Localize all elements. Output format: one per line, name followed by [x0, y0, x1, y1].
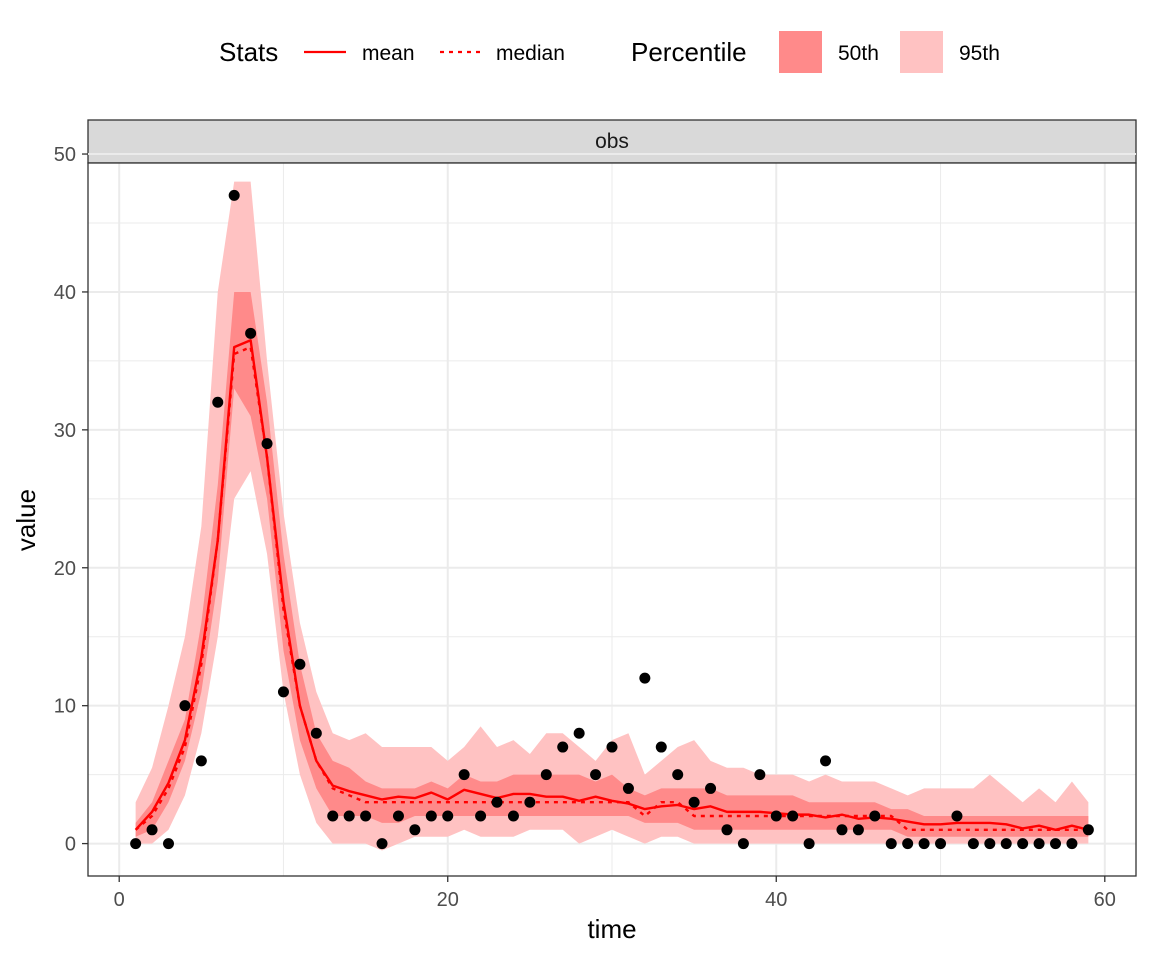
- observed-point: [360, 810, 372, 822]
- legend-label-50th: 50th: [838, 42, 879, 65]
- observed-point: [294, 658, 306, 670]
- facet-strip-label: obs: [595, 130, 629, 153]
- observed-point: [228, 189, 240, 201]
- observed-points: [130, 189, 1094, 850]
- y-tick-label: 10: [54, 696, 76, 718]
- observed-point: [754, 769, 766, 781]
- legend-label-95th: 95th: [959, 42, 1000, 65]
- x-tick-label: 20: [437, 889, 459, 911]
- observed-point: [902, 838, 914, 850]
- band-50th: [135, 291, 1089, 837]
- observed-point: [245, 327, 257, 339]
- observed-point: [918, 838, 930, 850]
- legend-key-95th: [900, 31, 943, 73]
- legend-title-stats: Stats: [219, 37, 278, 67]
- observed-point: [524, 796, 536, 808]
- observed-point: [442, 810, 454, 822]
- observed-point: [179, 700, 191, 712]
- x-tick-label: 0: [114, 889, 125, 911]
- legend-title-percentile: Percentile: [631, 37, 747, 67]
- observed-point: [590, 769, 602, 781]
- observed-point: [688, 796, 700, 808]
- observed-point: [491, 796, 503, 808]
- y-tick-label: 50: [54, 144, 76, 166]
- observed-point: [1017, 838, 1029, 850]
- observed-point: [343, 810, 355, 822]
- observed-point: [770, 810, 782, 822]
- observed-point: [967, 838, 979, 850]
- observed-point: [310, 727, 322, 739]
- observed-point: [195, 755, 207, 767]
- y-axis-title: value: [11, 489, 41, 551]
- band-95th: [135, 181, 1089, 851]
- x-tick-label: 60: [1094, 889, 1116, 911]
- observed-point: [787, 810, 799, 822]
- plot-border: [87, 162, 1137, 877]
- observed-point: [392, 810, 404, 822]
- observed-point: [409, 824, 421, 836]
- legend-key-50th: [779, 31, 822, 73]
- observed-point: [212, 396, 224, 408]
- observed-point: [458, 769, 470, 781]
- observed-point: [540, 769, 552, 781]
- x-tick-label: 40: [765, 889, 787, 911]
- observed-point: [852, 824, 864, 836]
- observed-point: [261, 438, 273, 450]
- observed-point: [639, 672, 651, 684]
- legend-label-median: median: [496, 42, 565, 65]
- x-axis: 0 20 40 60: [114, 876, 1116, 911]
- y-tick-label: 30: [54, 420, 76, 442]
- observed-point: [935, 838, 947, 850]
- observed-point: [721, 824, 733, 836]
- observed-point: [162, 838, 174, 850]
- observed-point: [557, 741, 569, 753]
- observed-point: [376, 838, 388, 850]
- observed-point: [1000, 838, 1012, 850]
- observed-point: [1066, 838, 1078, 850]
- observed-point: [130, 838, 142, 850]
- legend: Stats mean median Percentile 50th 95th: [219, 31, 1000, 73]
- observed-point: [507, 810, 519, 822]
- observed-point: [475, 810, 487, 822]
- observed-point: [327, 810, 339, 822]
- observed-point: [869, 810, 881, 822]
- observed-point: [885, 838, 897, 850]
- percentile-bands: [135, 181, 1089, 851]
- observed-point: [737, 838, 749, 850]
- observed-point: [672, 769, 684, 781]
- observed-point: [146, 824, 158, 836]
- observed-point: [1033, 838, 1045, 850]
- y-axis: 0 10 20 30 40 50: [54, 144, 88, 856]
- y-tick-label: 40: [54, 282, 76, 304]
- observed-point: [836, 824, 848, 836]
- observed-point: [1082, 824, 1094, 836]
- observed-point: [277, 686, 289, 698]
- observed-point: [425, 810, 437, 822]
- observed-point: [1050, 838, 1062, 850]
- y-tick-label: 20: [54, 558, 76, 580]
- y-tick-label: 0: [65, 834, 76, 856]
- observed-point: [803, 838, 815, 850]
- observed-point: [573, 727, 585, 739]
- observed-point: [606, 741, 618, 753]
- x-axis-title: time: [587, 914, 636, 944]
- observed-point: [951, 810, 963, 822]
- observed-point: [984, 838, 996, 850]
- stat-lines: [134, 339, 1089, 831]
- observed-point: [622, 782, 634, 794]
- legend-label-mean: mean: [362, 42, 415, 65]
- observed-point: [820, 755, 832, 767]
- observed-point: [705, 782, 717, 794]
- observed-point: [655, 741, 667, 753]
